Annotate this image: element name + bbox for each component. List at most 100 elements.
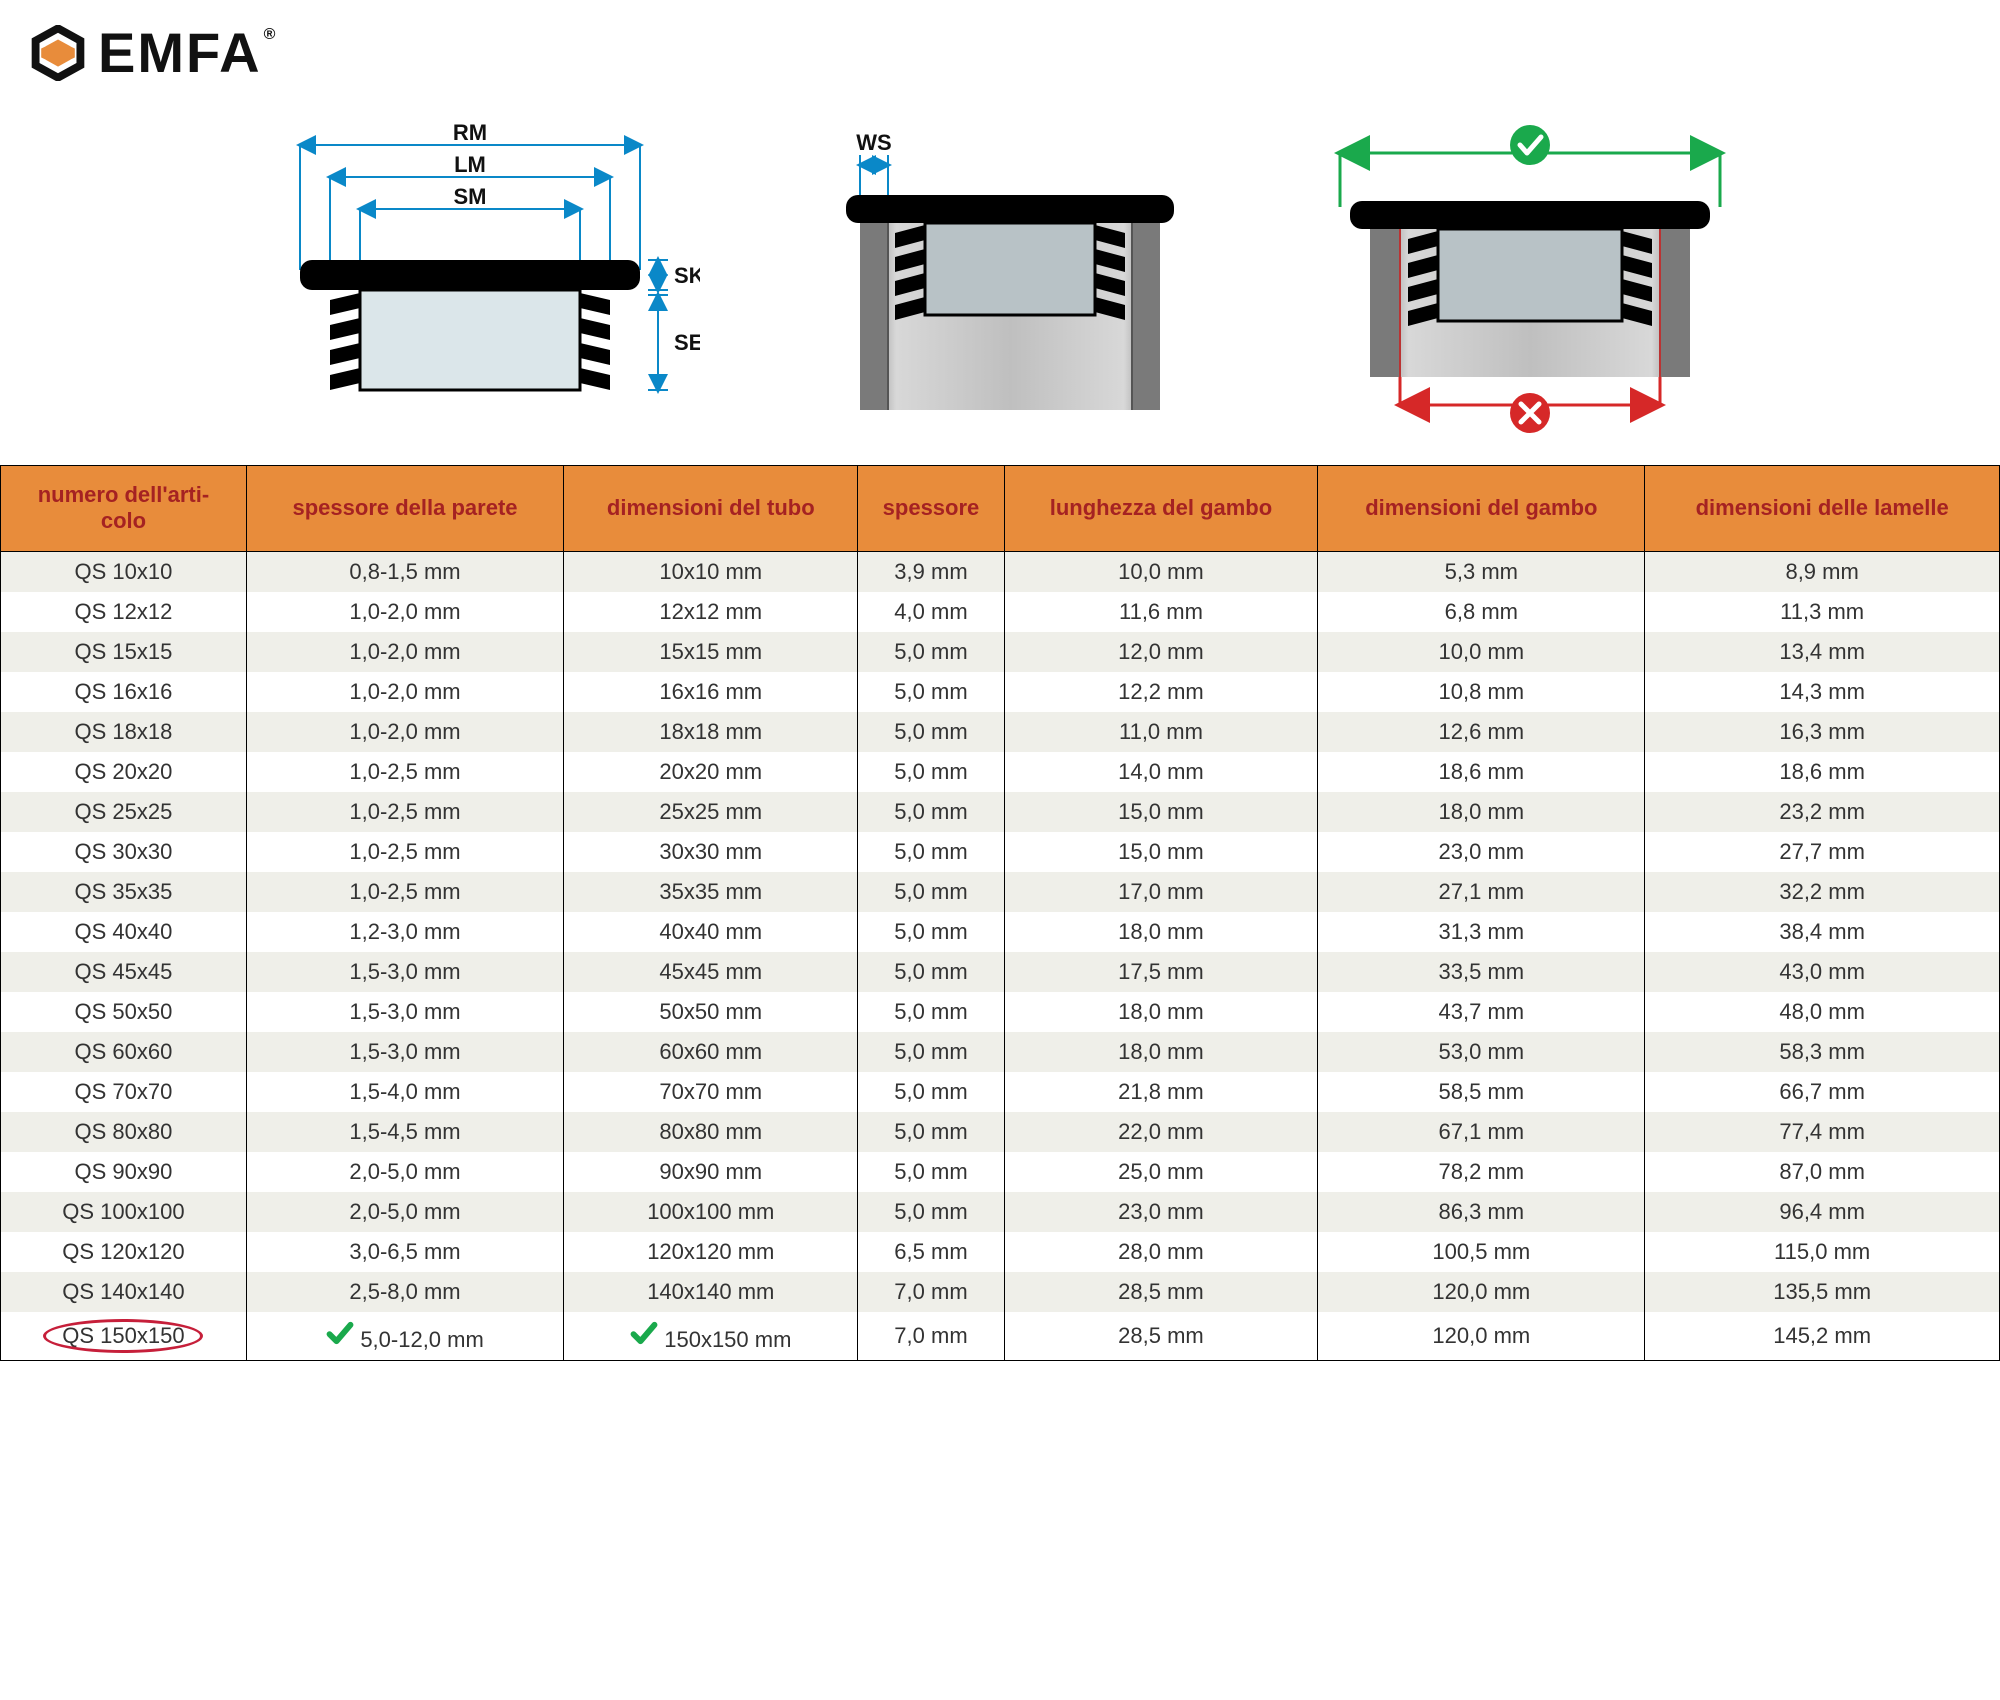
table-cell: 5,0 mm	[858, 1112, 1004, 1152]
table-cell: 0,8-1,5 mm	[246, 551, 563, 592]
col-tube-dim: dimensioni del tubo	[564, 466, 858, 552]
table-cell: 15,0 mm	[1004, 832, 1318, 872]
table-cell: QS 35x35	[1, 872, 247, 912]
table-cell: 140x140 mm	[564, 1272, 858, 1312]
table-cell: 2,0-5,0 mm	[246, 1192, 563, 1232]
table-cell: 38,4 mm	[1645, 912, 2000, 952]
table-cell: 96,4 mm	[1645, 1192, 2000, 1232]
table-cell: 5,0 mm	[858, 912, 1004, 952]
table-row: QS 150x150 5,0-12,0 mm 150x150 mm7,0 mm2…	[1, 1312, 2000, 1361]
table-cell: 70x70 mm	[564, 1072, 858, 1112]
table-cell: 5,0 mm	[858, 632, 1004, 672]
table-cell: 5,0 mm	[858, 792, 1004, 832]
table-row: QS 10x100,8-1,5 mm10x10 mm3,9 mm10,0 mm5…	[1, 551, 2000, 592]
table-cell: 8,9 mm	[1645, 551, 2000, 592]
table-cell: 150x150 mm	[564, 1312, 858, 1361]
col-wall-thickness: spessore della parete	[246, 466, 563, 552]
table-cell: 18,0 mm	[1004, 992, 1318, 1032]
table-cell: 18,6 mm	[1318, 752, 1645, 792]
table-cell: 1,0-2,5 mm	[246, 752, 563, 792]
table-cell: 14,0 mm	[1004, 752, 1318, 792]
table-cell: 11,0 mm	[1004, 712, 1318, 752]
table-cell: 1,0-2,5 mm	[246, 872, 563, 912]
table-cell: 1,0-2,0 mm	[246, 592, 563, 632]
table-cell: 6,5 mm	[858, 1232, 1004, 1272]
table-row: QS 40x401,2-3,0 mm40x40 mm5,0 mm18,0 mm3…	[1, 912, 2000, 952]
table-header-row: numero dell'arti-colo spessore della par…	[1, 466, 2000, 552]
table-row: QS 70x701,5-4,0 mm70x70 mm5,0 mm21,8 mm5…	[1, 1072, 2000, 1112]
table-cell: 58,5 mm	[1318, 1072, 1645, 1112]
table-cell: 66,7 mm	[1645, 1072, 2000, 1112]
table-cell: 1,5-3,0 mm	[246, 952, 563, 992]
registered-mark: ®	[264, 26, 278, 43]
table-cell: 3,9 mm	[858, 551, 1004, 592]
table-cell: 87,0 mm	[1645, 1152, 2000, 1192]
table-cell: 4,0 mm	[858, 592, 1004, 632]
table-cell: 7,0 mm	[858, 1272, 1004, 1312]
table-cell: 5,0-12,0 mm	[246, 1312, 563, 1361]
table-cell: 27,7 mm	[1645, 832, 2000, 872]
table-cell: 22,0 mm	[1004, 1112, 1318, 1152]
table-cell: 58,3 mm	[1645, 1032, 2000, 1072]
table-row: QS 20x201,0-2,5 mm20x20 mm5,0 mm14,0 mm1…	[1, 752, 2000, 792]
table-cell: 5,0 mm	[858, 872, 1004, 912]
table-cell: 1,5-3,0 mm	[246, 1032, 563, 1072]
table-cell: 5,0 mm	[858, 672, 1004, 712]
spec-table: numero dell'arti-colo spessore della par…	[0, 465, 2000, 1361]
table-cell: 100,5 mm	[1318, 1232, 1645, 1272]
table-cell: 86,3 mm	[1318, 1192, 1645, 1232]
table-cell: 120x120 mm	[564, 1232, 858, 1272]
table-cell: 77,4 mm	[1645, 1112, 2000, 1152]
table-cell: 1,0-2,0 mm	[246, 712, 563, 752]
table-cell: 5,0 mm	[858, 1192, 1004, 1232]
diagram-row: RM LM SM	[0, 95, 2000, 465]
table-cell: QS 12x12	[1, 592, 247, 632]
table-cell: QS 15x15	[1, 632, 247, 672]
table-cell: 5,0 mm	[858, 1032, 1004, 1072]
table-cell: 33,5 mm	[1318, 952, 1645, 992]
table-cell: QS 10x10	[1, 551, 247, 592]
table-cell: 25,0 mm	[1004, 1152, 1318, 1192]
diagram-dimensions: RM LM SM	[260, 115, 700, 415]
table-cell: QS 18x18	[1, 712, 247, 752]
svg-text:LM: LM	[454, 152, 486, 177]
table-cell: 17,5 mm	[1004, 952, 1318, 992]
table-cell: 1,0-2,5 mm	[246, 832, 563, 872]
table-cell: 16,3 mm	[1645, 712, 2000, 752]
table-cell: 145,2 mm	[1645, 1312, 2000, 1361]
table-cell: 14,3 mm	[1645, 672, 2000, 712]
svg-text:SM: SM	[454, 184, 487, 209]
table-cell: 17,0 mm	[1004, 872, 1318, 912]
diagram-ws: WS	[820, 115, 1200, 415]
table-cell: 5,0 mm	[858, 752, 1004, 792]
table-cell: QS 45x45	[1, 952, 247, 992]
table-cell: 13,4 mm	[1645, 632, 2000, 672]
table-cell: 23,0 mm	[1004, 1192, 1318, 1232]
table-cell: 32,2 mm	[1645, 872, 2000, 912]
table-row: QS 18x181,0-2,0 mm18x18 mm5,0 mm11,0 mm1…	[1, 712, 2000, 752]
table-cell: 1,2-3,0 mm	[246, 912, 563, 952]
table-cell: 1,5-4,0 mm	[246, 1072, 563, 1112]
table-cell: 10x10 mm	[564, 551, 858, 592]
table-cell: 2,5-8,0 mm	[246, 1272, 563, 1312]
table-cell: 21,8 mm	[1004, 1072, 1318, 1112]
table-cell: 15,0 mm	[1004, 792, 1318, 832]
svg-text:WS: WS	[856, 130, 891, 155]
table-cell: 120,0 mm	[1318, 1312, 1645, 1361]
table-cell: QS 90x90	[1, 1152, 247, 1192]
table-row: QS 90x902,0-5,0 mm90x90 mm5,0 mm25,0 mm7…	[1, 1152, 2000, 1192]
table-cell: 1,5-3,0 mm	[246, 992, 563, 1032]
table-cell: QS 70x70	[1, 1072, 247, 1112]
table-cell: 12,0 mm	[1004, 632, 1318, 672]
table-cell: 35x35 mm	[564, 872, 858, 912]
diagram-correct-wrong	[1320, 115, 1740, 435]
table-cell: 16x16 mm	[564, 672, 858, 712]
table-cell: 25x25 mm	[564, 792, 858, 832]
table-row: QS 25x251,0-2,5 mm25x25 mm5,0 mm15,0 mm1…	[1, 792, 2000, 832]
svg-text:RM: RM	[453, 120, 487, 145]
table-cell: 78,2 mm	[1318, 1152, 1645, 1192]
table-cell: 11,3 mm	[1645, 592, 2000, 632]
table-cell: QS 140x140	[1, 1272, 247, 1312]
table-cell: 30x30 mm	[564, 832, 858, 872]
table-cell: 5,0 mm	[858, 832, 1004, 872]
